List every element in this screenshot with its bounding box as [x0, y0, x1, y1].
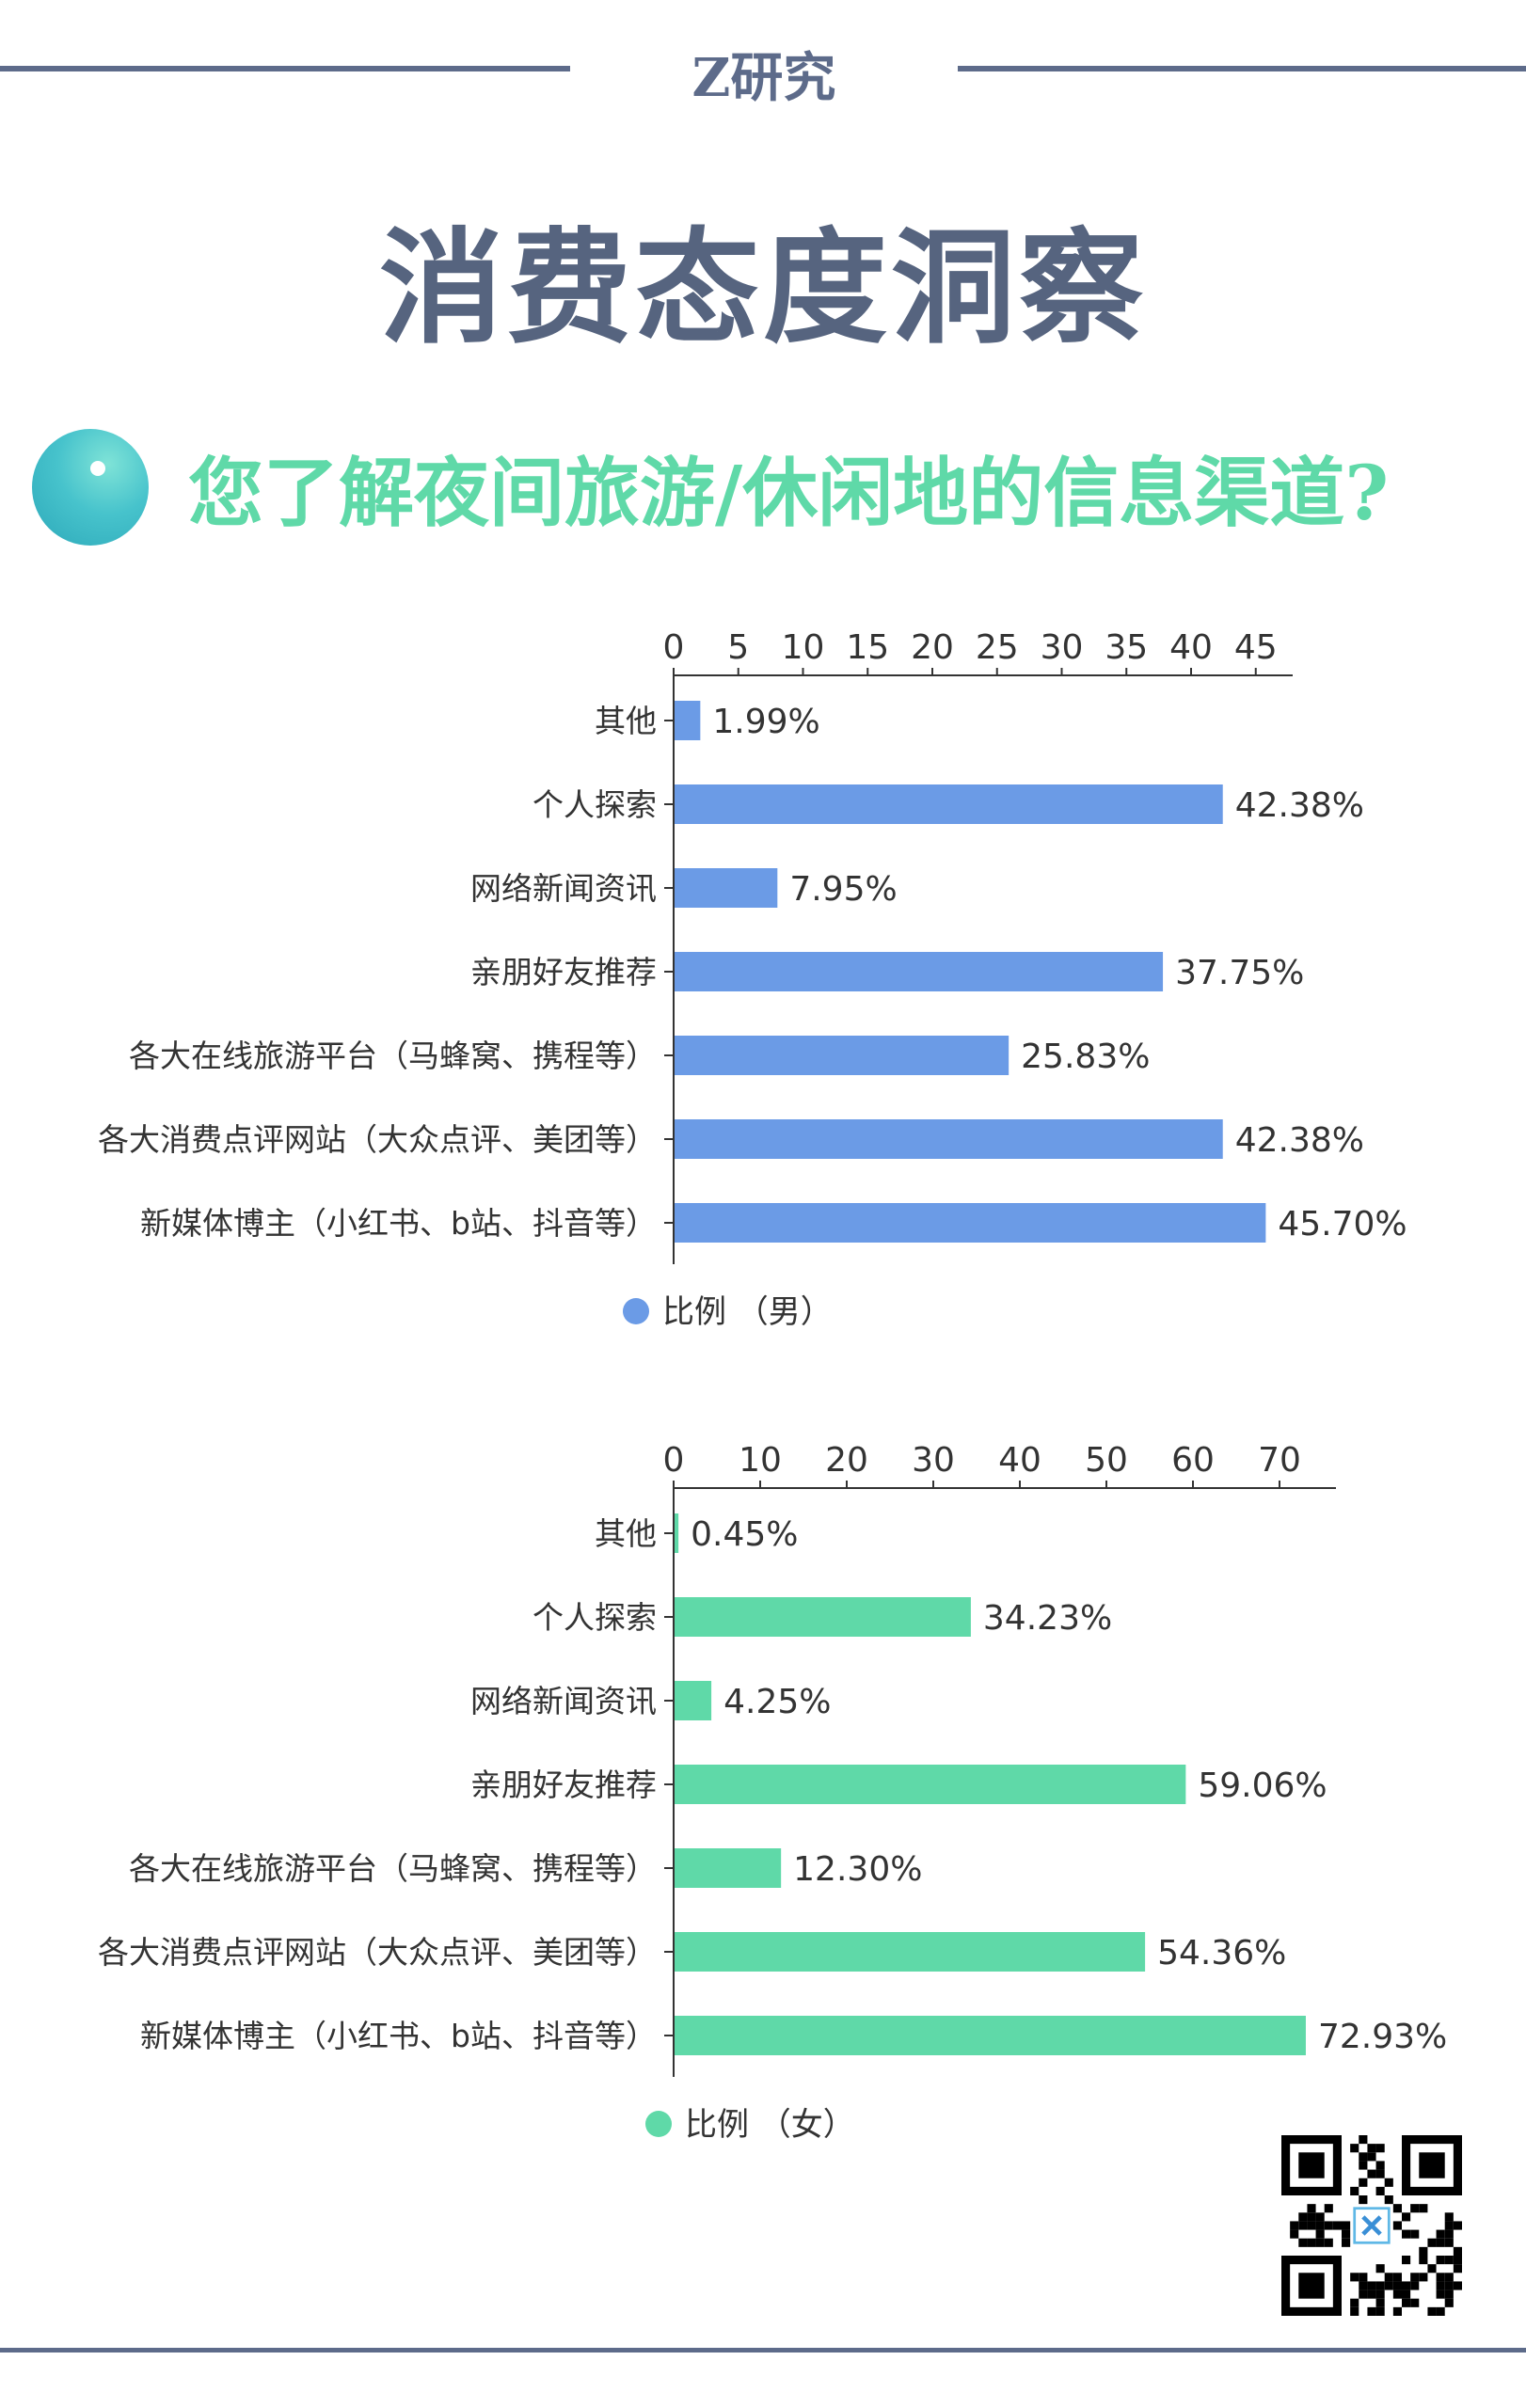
female-bar — [675, 2016, 1306, 2055]
male-category-label: 新媒体博主（小红书、b站、抖音等） — [140, 1205, 657, 1242]
male-data-label: 37.75% — [1175, 954, 1304, 992]
male-bar — [675, 868, 778, 908]
male-category-label: 各大在线旅游平台（马蜂窝、携程等） — [129, 1038, 657, 1074]
male-data-label: 45.70% — [1278, 1205, 1407, 1244]
female-data-label: 0.45% — [691, 1515, 798, 1554]
female-category-label: 亲朋好友推荐 — [470, 1766, 657, 1803]
male-tick-label: 40 — [1169, 628, 1213, 667]
male-tick-label: 45 — [1234, 628, 1278, 667]
female-bar — [675, 1765, 1186, 1804]
male-data-label: 1.99% — [712, 703, 819, 741]
qr-code-icon — [1281, 2135, 1462, 2316]
male-bar — [675, 784, 1223, 824]
male-legend-marker — [623, 1298, 649, 1324]
female-bar — [675, 1848, 782, 1888]
female-bar — [675, 1932, 1146, 1972]
female-data-label: 54.36% — [1157, 1934, 1286, 1972]
female-chart: 0 10 20 30 40 50 60 70 其他 0.45% 个人探索 34.23% 网络新闻资讯 4.… — [0, 1415, 1526, 2148]
male-bar — [675, 701, 701, 740]
female-category-label: 新媒体博主（小红书、b站、抖音等） — [140, 2018, 657, 2054]
header-rule-left — [0, 66, 570, 71]
female-data-label: 4.25% — [723, 1683, 831, 1721]
female-tick-label: 40 — [998, 1441, 1041, 1480]
female-bar — [675, 1681, 712, 1720]
female-category-label: 个人探索 — [533, 1599, 657, 1636]
female-chart-svg: 0 10 20 30 40 50 60 70 其他 0.45% 个人探索 34.23% 网络新闻资讯 4.… — [98, 1441, 1447, 2144]
female-legend-label: 比例 （女） — [685, 2106, 855, 2144]
male-category-label: 亲朋好友推荐 — [470, 954, 657, 990]
brand-title: Z研究 — [691, 47, 836, 109]
male-data-label: 7.95% — [789, 870, 897, 909]
page-title: 消费态度洞察 — [379, 215, 1147, 361]
male-tick-label: 25 — [976, 628, 1019, 667]
female-tick-label: 20 — [825, 1441, 868, 1480]
female-bar — [675, 1597, 971, 1637]
male-bar — [675, 1203, 1266, 1243]
male-category-label: 网络新闻资讯 — [470, 870, 657, 907]
female-category-label: 网络新闻资讯 — [470, 1683, 657, 1719]
male-bar — [675, 952, 1164, 991]
male-bar — [675, 1119, 1223, 1159]
male-data-label: 42.38% — [1235, 786, 1364, 825]
female-category-label: 各大消费点评网站（大众点评、美团等） — [98, 1934, 657, 1971]
question-bullet-icon — [32, 429, 149, 546]
female-tick-label: 50 — [1085, 1441, 1128, 1480]
male-legend-label: 比例 （男） — [662, 1293, 833, 1331]
male-tick-label: 20 — [911, 628, 954, 667]
female-tick-label: 0 — [663, 1441, 685, 1480]
footer-rule — [0, 2348, 1526, 2353]
female-legend-marker — [645, 2111, 672, 2137]
male-tick-label: 10 — [782, 628, 825, 667]
male-chart: 0 5 10 15 20 25 30 35 40 45 其他 1.99% 个人探索 42.38% 网络新闻资… — [0, 602, 1526, 1336]
male-data-label: 42.38% — [1235, 1121, 1364, 1160]
male-bar — [675, 1036, 1009, 1075]
male-tick-label: 5 — [727, 628, 749, 667]
female-tick-label: 10 — [739, 1441, 782, 1480]
header-rule-right — [958, 66, 1526, 71]
female-data-label: 59.06% — [1198, 1766, 1327, 1805]
male-tick-label: 30 — [1041, 628, 1084, 667]
female-data-label: 12.30% — [793, 1850, 922, 1889]
female-tick-label: 30 — [912, 1441, 955, 1480]
male-data-label: 25.83% — [1021, 1038, 1150, 1076]
male-category-label: 个人探索 — [533, 786, 657, 823]
female-tick-label: 60 — [1171, 1441, 1215, 1480]
female-category-label: 各大在线旅游平台（马蜂窝、携程等） — [129, 1850, 657, 1887]
male-category-label: 其他 — [595, 703, 657, 739]
male-tick-label: 0 — [663, 628, 685, 667]
female-data-label: 34.23% — [983, 1599, 1112, 1638]
female-category-label: 其他 — [595, 1515, 657, 1552]
female-tick-label: 70 — [1258, 1441, 1301, 1480]
question-text: 您了解夜间旅游/休闲地的信息渠道? — [188, 449, 1390, 537]
male-chart-svg: 0 5 10 15 20 25 30 35 40 45 其他 1.99% 个人探索 42.38% 网络新闻资… — [98, 628, 1407, 1331]
female-bar — [675, 1513, 679, 1553]
male-category-label: 各大消费点评网站（大众点评、美团等） — [98, 1121, 657, 1158]
male-tick-label: 35 — [1105, 628, 1148, 667]
male-tick-label: 15 — [846, 628, 889, 667]
female-data-label: 72.93% — [1318, 2018, 1447, 2056]
